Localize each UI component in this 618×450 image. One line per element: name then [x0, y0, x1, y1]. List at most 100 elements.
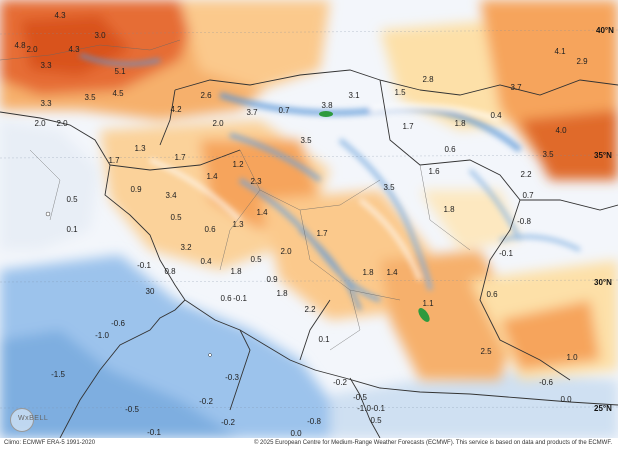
anomaly-value-label: 4.8 — [14, 41, 26, 50]
anomaly-value-label: 0.5 — [66, 195, 78, 204]
anomaly-value-label: 0.5 — [170, 213, 182, 222]
anomaly-value-label: 3.7 — [510, 83, 522, 92]
anomaly-value-label: 2.0 — [212, 119, 224, 128]
anomaly-value-label: 2.2 — [520, 170, 532, 179]
anomaly-value-label: 0.7 — [278, 106, 290, 115]
anomaly-value-label: 1.4 — [206, 172, 218, 181]
anomaly-value-label: 1.4 — [256, 208, 268, 217]
anomaly-value-label: -0.5 — [125, 405, 139, 414]
lat-label-30n: 30°N — [594, 278, 612, 287]
anomaly-value-label: 2.9 — [576, 57, 588, 66]
anomaly-value-label: 4.2 — [170, 105, 182, 114]
anomaly-value-label: 3.3 — [40, 61, 52, 70]
anomaly-value-label: 2.3 — [250, 177, 262, 186]
anomaly-value-label: 1.7 — [316, 229, 328, 238]
anomaly-value-label: 2.0 — [56, 119, 68, 128]
anomaly-value-label: -0.1 — [137, 261, 151, 270]
anomaly-value-label: 3.5 — [383, 183, 395, 192]
anomaly-value-label: 1.2 — [232, 160, 244, 169]
anomaly-value-label: 1.1 — [422, 299, 434, 308]
anomaly-value-label: 0.6 — [444, 145, 456, 154]
graticule — [0, 29, 618, 409]
anomaly-value-label: 0.7 — [522, 191, 534, 200]
anomaly-value-label: 1.0 — [566, 353, 578, 362]
anomaly-value-label: 3.5 — [84, 93, 96, 102]
anomaly-value-label: 2.0 — [280, 247, 292, 256]
anomaly-value-label: -0.6 — [111, 319, 125, 328]
anomaly-value-label: 1.4 — [386, 268, 398, 277]
anomaly-value-label: 3.4 — [165, 191, 177, 200]
footer-climo-text: Climo: ECMWF ERA-5 1991-2020 — [4, 440, 96, 446]
anomaly-value-label: 4.3 — [54, 11, 66, 20]
watermark-text: WxBELL — [18, 415, 49, 422]
anomaly-value-label: -0.5 — [353, 393, 367, 402]
streak-bands — [79, 53, 581, 311]
anomaly-value-label: 1.8 — [276, 289, 288, 298]
anomaly-value-label: 4.3 — [68, 45, 80, 54]
anomaly-value-label: 3.7 — [246, 108, 258, 117]
anomaly-value-label: 1.5 — [394, 88, 406, 97]
lat-label-40n: 40°N — [596, 26, 614, 35]
anomaly-value-label: 0.9 — [266, 275, 278, 284]
anomaly-value-label: 2.0 — [34, 119, 46, 128]
anomaly-value-label: 4.5 — [112, 89, 124, 98]
anomaly-value-label: -0.1 — [499, 249, 513, 258]
anomaly-value-label: 0.0 — [290, 429, 302, 438]
anomaly-value-label: 0.1 — [66, 225, 78, 234]
anomaly-value-label: -1.0 — [357, 404, 371, 413]
anomaly-value-label: -1.0 — [95, 331, 109, 340]
anomaly-value-label: 1.6 — [428, 167, 440, 176]
anomaly-value-label: 3.2 — [180, 243, 192, 252]
anomaly-value-label: -0.8 — [517, 217, 531, 226]
anomaly-value-label: 1.8 — [443, 205, 455, 214]
anomaly-value-label: 1.3 — [134, 144, 146, 153]
footer: Climo: ECMWF ERA-5 1991-2020 © 2025 Euro… — [0, 438, 618, 450]
anomaly-value-label: -0.2 — [333, 378, 347, 387]
anomaly-value-label: 0.6 — [204, 225, 216, 234]
anomaly-value-label: 5.1 — [114, 67, 126, 76]
anomaly-value-label: -1.5 — [51, 370, 65, 379]
island — [208, 353, 212, 357]
anomaly-value-label: 30 — [145, 287, 155, 296]
anomaly-value-label: 0.6 — [220, 294, 232, 303]
anomaly-value-label: -0.1 — [147, 428, 161, 437]
anomaly-value-label: 3.3 — [40, 99, 52, 108]
anomaly-value-label: 0.1 — [318, 335, 330, 344]
anomaly-value-label: 1.8 — [454, 119, 466, 128]
anomaly-value-label: -0.3 — [225, 373, 239, 382]
anomaly-value-label: 4.0 — [555, 126, 567, 135]
anomaly-value-label: 3.0 — [94, 31, 106, 40]
anomaly-value-label: 1.8 — [362, 268, 374, 277]
anomaly-value-label: 1.7 — [402, 122, 414, 131]
anomaly-value-label: 4.1 — [554, 47, 566, 56]
green-spot — [418, 308, 430, 322]
anomaly-value-label: 0.5 — [370, 416, 382, 425]
anomaly-value-label: -0.1 — [233, 294, 247, 303]
anomaly-value-label: 3.8 — [321, 101, 333, 110]
island — [45, 211, 51, 217]
anomaly-value-label: 0.5 — [250, 255, 262, 264]
lat-label-35n: 35°N — [594, 151, 612, 160]
anomaly-value-label: -0.8 — [307, 417, 321, 426]
anomaly-value-label: 0.4 — [200, 257, 212, 266]
anomaly-value-label: 1.3 — [232, 220, 244, 229]
anomaly-value-label: 2.8 — [422, 75, 434, 84]
anomaly-value-label: 0.8 — [164, 267, 176, 276]
anomaly-value-label: 1.8 — [230, 267, 242, 276]
anomaly-value-label: 3.1 — [348, 91, 360, 100]
anomaly-value-label: 3.5 — [542, 150, 554, 159]
anomaly-value-label: 2.2 — [304, 305, 316, 314]
anomaly-value-label: -0.2 — [199, 397, 213, 406]
map-canvas — [0, 0, 618, 438]
anomaly-value-label: -0.6 — [539, 378, 553, 387]
footer-copyright-text: © 2025 European Centre for Medium-Range … — [253, 440, 612, 446]
anomaly-value-label: -0.1 — [371, 404, 385, 413]
anomaly-value-label: 1.7 — [174, 153, 186, 162]
anomaly-value-label: 2.0 — [26, 45, 38, 54]
anomaly-value-label: -0.2 — [221, 418, 235, 427]
wxbell-logo-icon — [10, 408, 34, 432]
anomaly-value-label: 0.4 — [490, 111, 502, 120]
lat-label-25n: 25°N — [594, 404, 612, 413]
anomaly-value-label: 0.6 — [486, 290, 498, 299]
anomaly-value-label: 0.9 — [130, 185, 142, 194]
